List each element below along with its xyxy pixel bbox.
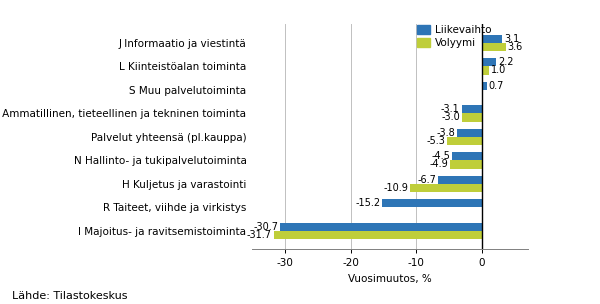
Text: -15.2: -15.2 — [355, 198, 380, 208]
Text: -3.8: -3.8 — [436, 128, 455, 138]
Bar — [482, 66, 488, 74]
Text: -3.0: -3.0 — [442, 112, 460, 123]
Text: 0.7: 0.7 — [488, 81, 504, 91]
Text: 3.1: 3.1 — [505, 34, 520, 44]
Bar — [447, 137, 482, 145]
Text: -10.9: -10.9 — [383, 183, 409, 193]
Bar — [482, 35, 502, 43]
Bar — [280, 223, 482, 231]
Bar — [462, 113, 482, 122]
Text: -6.7: -6.7 — [417, 175, 436, 185]
Text: 1.0: 1.0 — [491, 65, 506, 75]
Text: 3.6: 3.6 — [508, 42, 523, 52]
Bar — [438, 176, 482, 184]
Bar — [457, 129, 482, 137]
Bar — [274, 231, 482, 239]
Bar — [461, 105, 482, 113]
Text: Lähde: Tilastokeskus: Lähde: Tilastokeskus — [12, 291, 128, 301]
Bar — [410, 184, 482, 192]
Bar — [482, 43, 506, 51]
Text: -4.5: -4.5 — [431, 151, 451, 161]
Text: -4.9: -4.9 — [429, 159, 448, 169]
Bar — [482, 58, 496, 66]
Text: -31.7: -31.7 — [247, 230, 272, 240]
Bar — [450, 160, 482, 168]
Text: -3.1: -3.1 — [441, 104, 460, 114]
Text: -5.3: -5.3 — [427, 136, 445, 146]
X-axis label: Vuosimuutos, %: Vuosimuutos, % — [348, 274, 432, 284]
Bar — [382, 199, 482, 207]
Legend: Liikevaihto, Volyymi: Liikevaihto, Volyymi — [417, 25, 491, 48]
Bar — [482, 81, 487, 90]
Bar — [452, 152, 482, 160]
Text: -30.7: -30.7 — [253, 222, 278, 232]
Text: 2.2: 2.2 — [499, 57, 514, 67]
